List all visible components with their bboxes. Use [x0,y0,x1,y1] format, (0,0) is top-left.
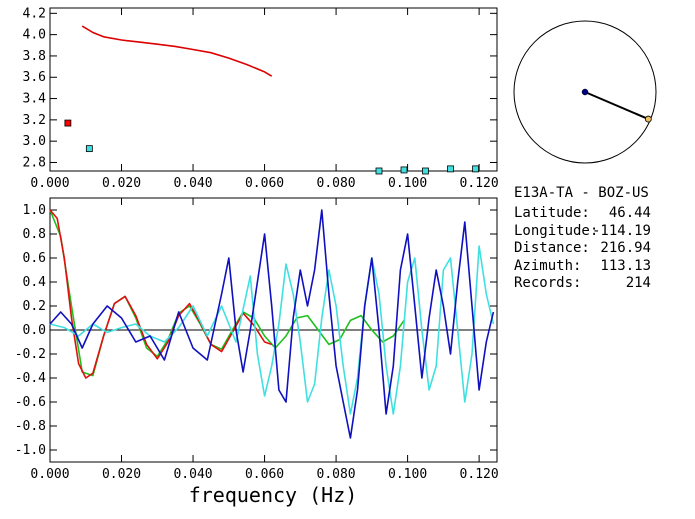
latitude-value: 46.44 [609,205,651,221]
y-tick-label: 4.0 [23,28,46,43]
longitude-value: -114.19 [592,223,651,239]
azimuth-dial [513,20,657,164]
y-tick-label: -0.4 [15,371,46,386]
correlation-x-axis: 0.000 0.020 0.040 0.060 0.080 0.100 0.120 [30,198,499,482]
x-tick-label: 0.120 [460,467,499,482]
y-tick-label: 0.4 [23,275,47,290]
data-point-marker [422,167,429,175]
records-label: Records: [514,275,581,291]
y-tick-label: 0.0 [23,323,46,338]
dispersion-panel: 2.8 3.0 3.2 3.4 3.6 3.8 4.0 4.2 0.000 0.020 0.040… [23,6,499,191]
x-tick-label: 0.040 [173,467,212,482]
y-tick-label: 0.2 [23,299,46,314]
series-line-0 [81,25,273,77]
x-tick-label: 0.020 [102,176,141,191]
correlation-series [49,209,497,439]
latitude-label: Latitude: [514,205,590,221]
data-point-marker [64,119,72,127]
station-title: E13A-TA - BOZ-US [514,185,649,201]
station-info: E13A-TA - BOZ-US Latitude: 46.44 Longitu… [514,185,651,291]
y-tick-label: -0.8 [15,419,46,434]
x-tick-label: 0.080 [317,176,356,191]
y-tick-label: 0.6 [23,251,46,266]
dispersion-series [64,25,479,175]
data-point-marker [447,165,454,173]
x-tick-label: 0.000 [30,176,69,191]
y-tick-label: 3.0 [23,134,46,149]
data-point-marker [400,166,408,174]
data-point-marker [375,167,383,175]
y-tick-label: 1.0 [23,203,46,218]
x-tick-label: 0.080 [317,467,356,482]
distance-label: Distance: [514,240,590,256]
series-line-1 [49,209,272,379]
y-tick-label: 4.2 [23,6,46,21]
y-tick-label: -0.6 [15,395,46,410]
y-tick-label: 3.4 [23,92,47,107]
dispersion-y-axis: 2.8 3.0 3.2 3.4 3.6 3.8 4.0 4.2 [23,6,497,170]
x-tick-label: 0.040 [173,176,212,191]
azimuth-value: 113.13 [600,258,651,274]
correlation-panel: -1.0 -0.8 -0.6 -0.4 -0.2 0.0 0.2 0.4 0.6 0.8 1.0 0… [15,197,499,507]
y-tick-label: -1.0 [15,443,46,458]
series-line-2 [49,245,495,415]
x-tick-label: 0.100 [388,176,427,191]
dispersion-x-axis: 0.000 0.020 0.040 0.060 0.080 0.100 0.120 [30,8,499,191]
y-tick-label: 3.2 [23,113,46,128]
x-tick-label: 0.000 [30,467,69,482]
x-tick-label: 0.120 [460,176,499,191]
y-tick-label: -0.2 [15,347,46,362]
azimuth-label: Azimuth: [514,258,581,274]
dispersion-panel-frame [49,7,498,172]
series-line-3 [49,209,495,439]
azimuth-circle [513,20,657,164]
x-tick-label: 0.060 [245,467,284,482]
y-tick-label: 3.8 [23,49,46,64]
x-tick-label: 0.060 [245,176,284,191]
data-point-marker [85,145,93,153]
series-line-0 [49,209,405,377]
x-axis-title: frequency (Hz) [189,483,358,507]
y-tick-label: 0.8 [23,227,46,242]
longitude-label: Longitude: [514,223,598,239]
y-tick-label: 3.6 [23,70,46,85]
data-point-marker [472,165,479,173]
records-value: 214 [626,275,651,291]
station-dot [581,88,589,96]
azimuth-needle [584,91,649,120]
distance-value: 216.94 [600,240,651,256]
y-tick-label: 2.8 [23,155,46,170]
x-tick-label: 0.020 [102,467,141,482]
correlation-y-axis: -1.0 -0.8 -0.6 -0.4 -0.2 0.0 0.2 0.4 0.6 0.8 1.0 [15,203,497,458]
x-tick-label: 0.100 [388,467,427,482]
source-dot [644,115,652,123]
